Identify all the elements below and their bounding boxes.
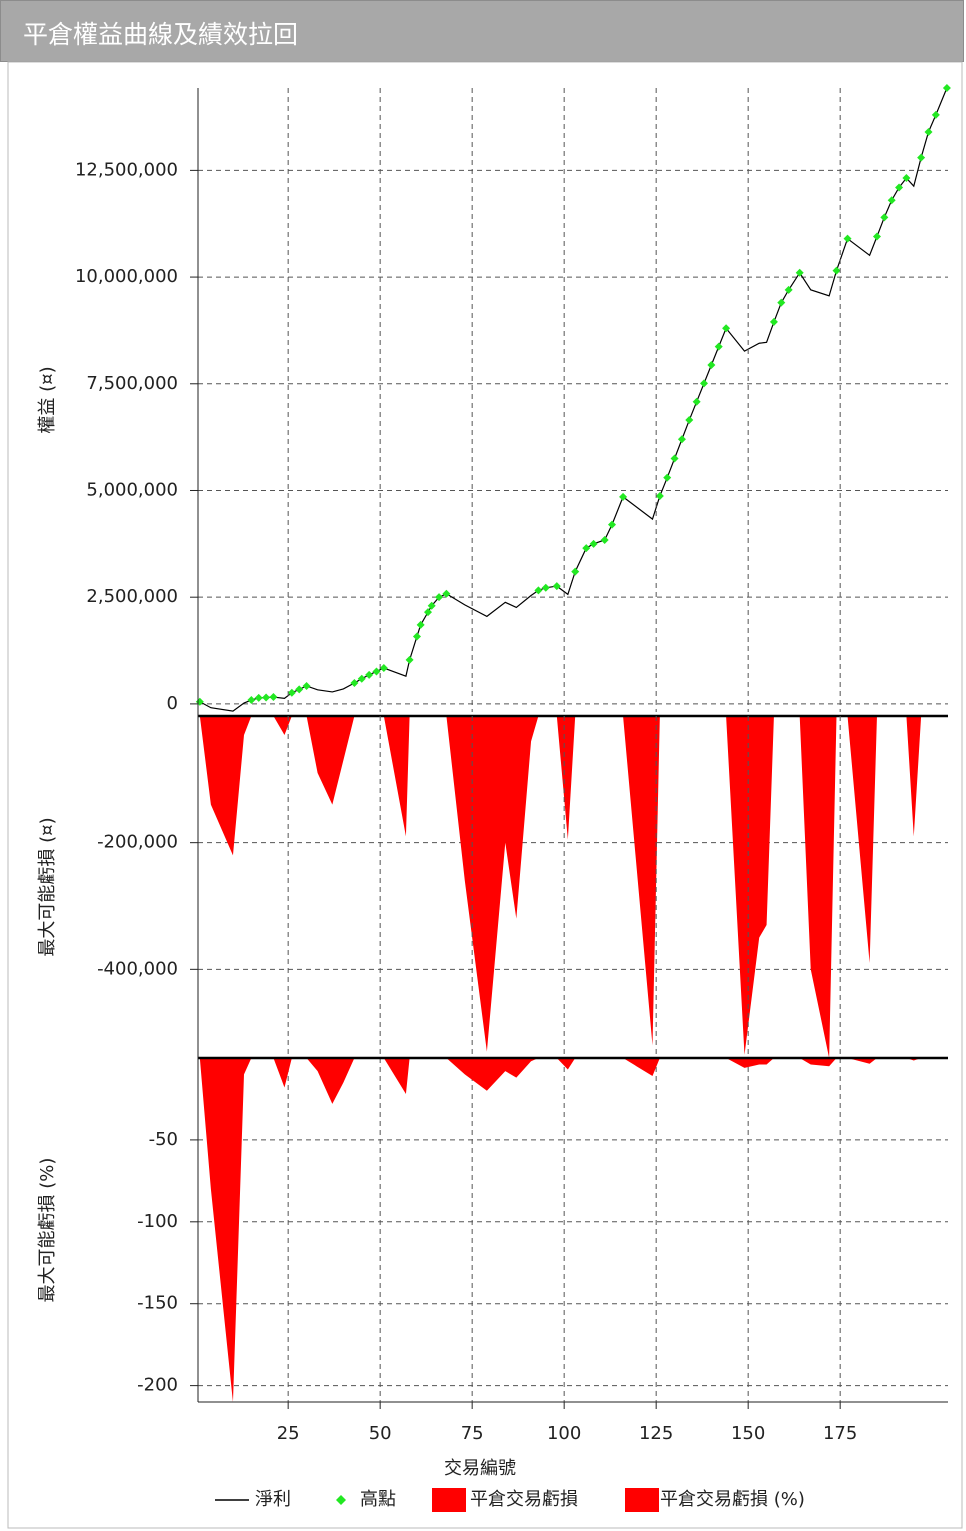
high-point (795, 268, 804, 277)
high-point (365, 670, 374, 679)
high-point (534, 586, 543, 595)
legend-label: 高點 (360, 1489, 396, 1510)
high-point (924, 127, 933, 136)
y-tick-label: 10,000,000 (75, 266, 178, 287)
high-point (902, 174, 911, 183)
high-point (302, 681, 311, 690)
y-tick-label: 5,000,000 (86, 479, 178, 500)
high-point (247, 696, 256, 705)
y-tick-label: -150 (137, 1293, 178, 1314)
high-point (777, 298, 786, 307)
high-point (424, 608, 433, 617)
high-point (379, 664, 388, 673)
high-point (600, 535, 609, 544)
high-point (589, 539, 598, 548)
high-point (714, 342, 723, 351)
legend-label: 平倉交易虧損 (470, 1489, 578, 1510)
legend-swatch (432, 1488, 466, 1512)
x-tick-label: 150 (731, 1423, 765, 1444)
high-point (412, 632, 421, 641)
high-point (416, 620, 425, 629)
high-point (552, 582, 561, 591)
high-point (350, 678, 359, 687)
drawdown-area (199, 1058, 947, 1402)
drawdown-area (199, 716, 947, 1058)
legend-swatch (625, 1488, 659, 1512)
high-point (582, 544, 591, 553)
y-tick-label: 2,500,000 (86, 586, 178, 607)
x-axis-label: 交易編號 (444, 1458, 516, 1479)
high-point (769, 317, 778, 326)
page-title: 平倉權益曲線及績效拉回 (23, 20, 299, 49)
high-point (722, 324, 731, 333)
high-point (677, 435, 686, 444)
high-point (254, 693, 263, 702)
high-point (887, 196, 896, 205)
high-point (269, 693, 278, 702)
high-point (357, 674, 366, 683)
high-point (663, 473, 672, 482)
high-point (571, 567, 580, 576)
y-tick-label: 12,500,000 (75, 159, 178, 180)
high-point (427, 601, 436, 610)
high-point (784, 285, 793, 294)
y-axis-label: 最大可能虧損 (%) (37, 1158, 58, 1303)
legend-label: 淨利 (255, 1489, 291, 1510)
x-tick-label: 50 (369, 1423, 392, 1444)
high-point (655, 492, 664, 501)
high-point (287, 688, 296, 697)
high-point (895, 183, 904, 192)
x-tick-label: 75 (461, 1423, 484, 1444)
equity-line (199, 87, 948, 712)
high-point (195, 697, 204, 706)
y-tick-label: -100 (137, 1211, 178, 1232)
high-point (608, 520, 617, 529)
high-point (942, 84, 951, 92)
y-tick-label: -200,000 (97, 832, 178, 853)
x-tick-label: 175 (823, 1423, 857, 1444)
high-point (832, 266, 841, 275)
x-tick-label: 125 (639, 1423, 673, 1444)
high-point (670, 454, 679, 463)
high-point (880, 213, 889, 222)
y-tick-label: 7,500,000 (86, 373, 178, 394)
y-tick-label: -400,000 (97, 958, 178, 979)
high-point (707, 361, 716, 370)
header: 平倉權益曲線及績效拉回 (0, 0, 964, 62)
high-point (692, 397, 701, 406)
high-point (917, 153, 926, 162)
y-axis-label: 權益 (¤) (37, 366, 58, 433)
high-point (442, 589, 451, 598)
high-point (872, 232, 881, 241)
high-point (700, 379, 709, 388)
y-tick-label: -50 (149, 1129, 178, 1150)
high-point (435, 593, 444, 602)
x-tick-label: 100 (547, 1423, 581, 1444)
high-point (262, 693, 271, 702)
y-tick-label: 0 (167, 693, 178, 714)
frame (7, 61, 963, 1529)
high-point (372, 667, 381, 676)
legend-swatch (336, 1495, 346, 1505)
high-point (931, 110, 940, 119)
high-point (685, 416, 694, 425)
high-point (541, 583, 550, 592)
y-axis-label: 最大可能虧損 (¤) (37, 817, 58, 956)
y-tick-label: -200 (137, 1375, 178, 1396)
legend-label: 平倉交易虧損 (%) (660, 1489, 805, 1510)
high-point (295, 685, 304, 694)
high-point (843, 234, 852, 243)
high-point (405, 655, 414, 664)
x-tick-label: 25 (277, 1423, 300, 1444)
high-point (619, 492, 628, 501)
